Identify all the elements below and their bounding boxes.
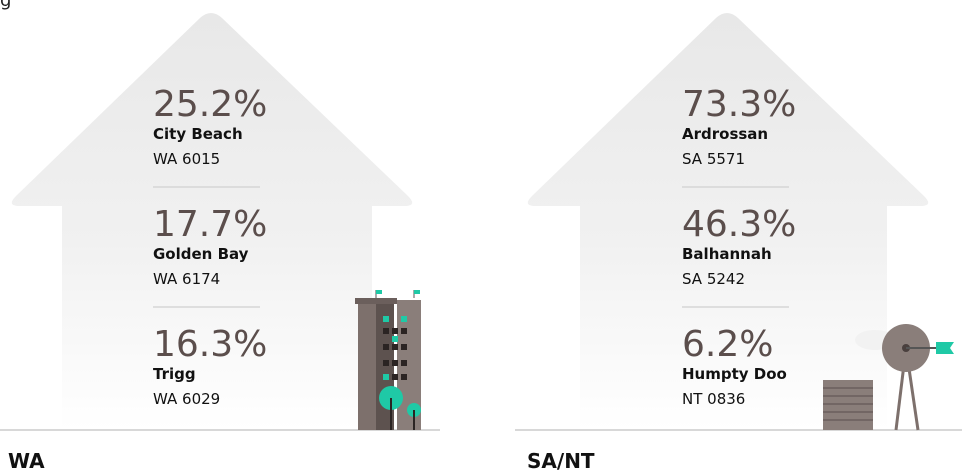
postcode: WA 6015 (153, 150, 220, 168)
suburb: Humpty Doo (682, 365, 787, 383)
percent: 6.2% (682, 324, 773, 365)
postcode: WA 6174 (153, 270, 220, 288)
region-label: SA/NT (527, 449, 595, 473)
region-label: WA (8, 449, 45, 473)
suburb: Golden Bay (153, 245, 249, 263)
house (527, 13, 929, 430)
suburb: Ardrossan (682, 125, 768, 143)
top-fragment: g (0, 0, 11, 11)
percent: 46.3% (682, 204, 796, 245)
suburb: Trigg (153, 365, 196, 383)
percent: 17.7% (153, 204, 267, 245)
postcode: SA 5242 (682, 270, 745, 288)
percent: 16.3% (153, 324, 267, 365)
postcode: SA 5571 (682, 150, 745, 168)
suburb: City Beach (153, 125, 243, 143)
windmill-illustration (823, 324, 954, 431)
building-illustration (355, 290, 421, 430)
percent: 25.2% (153, 84, 267, 125)
house (11, 13, 413, 430)
postcode: WA 6029 (153, 390, 220, 408)
percent: 73.3% (682, 84, 796, 125)
suburb: Balhannah (682, 245, 772, 263)
postcode: NT 0836 (682, 390, 745, 408)
